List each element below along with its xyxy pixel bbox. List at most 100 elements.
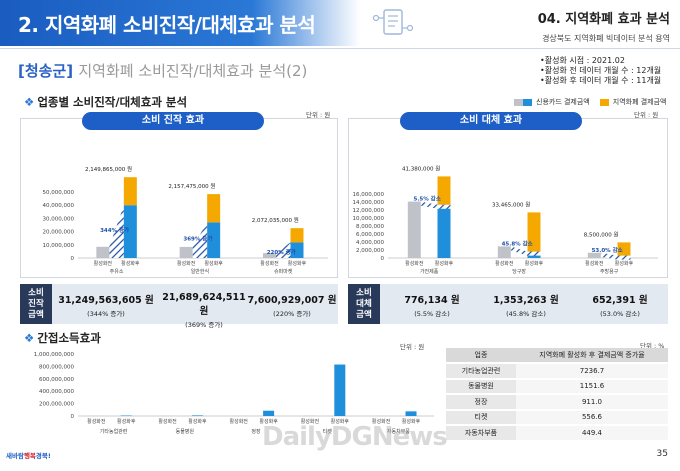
substitution-pill: 소비 대체 효과 bbox=[400, 112, 582, 130]
legend-card-label: 신용카드 결제금액 bbox=[536, 98, 590, 106]
bar-after-card bbox=[437, 204, 451, 258]
bar-after-local bbox=[437, 176, 451, 205]
y-tick-label: 12,000,000 bbox=[353, 208, 385, 214]
meta-item: 활성화 시점 : 2021.02 bbox=[540, 56, 661, 66]
bar-after bbox=[334, 364, 346, 416]
effect-label: 220% 증가 bbox=[267, 248, 296, 256]
effect-hatch bbox=[276, 242, 291, 258]
substitution-summary-box bbox=[348, 284, 668, 324]
bar-label: 활성화후 bbox=[188, 418, 207, 425]
y-tick-label: 4,000,000 bbox=[356, 240, 384, 246]
table-row: 기타농업관련 7236.7 bbox=[446, 363, 668, 380]
y-tick-label: 20,000,000 bbox=[43, 230, 75, 236]
y-tick-label: 16,000,000 bbox=[353, 192, 385, 198]
category-label: 정장 bbox=[251, 428, 261, 435]
bar-after bbox=[405, 411, 417, 416]
table-cell-industry: 자동차부품 bbox=[446, 425, 516, 442]
bar-label: 활성화전 bbox=[87, 418, 106, 425]
header-title-band bbox=[0, 0, 360, 46]
substitution-summary-value: 1,353,263 원 (45.8% 감소) bbox=[493, 295, 559, 318]
indirect-unit: 단위 : 원 bbox=[400, 343, 425, 351]
category-label: 슈퍼마켓 bbox=[274, 268, 293, 275]
bar-before bbox=[179, 246, 193, 258]
boost-summary-value: 7,600,929,007 원 (220% 증가) bbox=[247, 295, 337, 318]
y-tick-label: 0 bbox=[71, 414, 75, 420]
bar-label: 활성화후 bbox=[615, 260, 634, 267]
table-cell-rate: 1151.6 bbox=[516, 378, 668, 395]
summary-label-line: 소비 bbox=[28, 288, 44, 298]
bar-label: 활성화전 bbox=[585, 260, 604, 267]
summary-label-line: 금액 bbox=[28, 310, 44, 320]
boost-pill: 소비 진작 효과 bbox=[82, 112, 264, 130]
y-tick-label: 6,000,000 bbox=[356, 232, 384, 238]
slide-subtitle: [청송군] 지역화폐 소비진작/대체효과 분석(2) bbox=[18, 60, 307, 81]
summary-label-line: 금액 bbox=[356, 310, 372, 320]
y-tick-label: 8,000,000 bbox=[356, 224, 384, 230]
table-cell-industry: 기타농업관련 bbox=[446, 363, 516, 380]
y-tick-label: 40,000,000 bbox=[43, 203, 75, 209]
table-row: 티켓 556.6 bbox=[446, 409, 668, 426]
bar-after-card bbox=[290, 242, 304, 258]
bar-after-card bbox=[123, 205, 137, 258]
legend-swatch-local bbox=[599, 98, 609, 106]
page-title: 2. 지역화폐 소비진작/대체효과 분석 bbox=[18, 13, 316, 37]
meta-notes: 활성화 시점 : 2021.02 활성화 전 데이터 개월 수 : 12개월 활… bbox=[540, 56, 661, 86]
bar-label: 활성화후 bbox=[402, 418, 421, 425]
bar-after-local bbox=[290, 228, 304, 243]
amount-label: 8,500,000 원 bbox=[584, 230, 619, 238]
county-label: [청송군] bbox=[18, 62, 74, 80]
bar-label: 활성화전 bbox=[405, 260, 424, 267]
bar-after-local bbox=[207, 194, 221, 223]
bar-label: 활성화후 bbox=[121, 260, 140, 267]
summary-label-line: 진작 bbox=[28, 299, 44, 309]
boost-summary-label-text: 소비 진작 금액 bbox=[20, 288, 52, 321]
bar-before bbox=[407, 201, 421, 258]
substitution-summary-value: 776,134 원 (5.5% 감소) bbox=[404, 295, 460, 318]
table-cell-industry: 동물병원 bbox=[446, 378, 516, 395]
category-label: 주방용구 bbox=[600, 268, 619, 275]
bar-label: 활성화후 bbox=[288, 260, 307, 267]
bar-label: 활성화후 bbox=[525, 260, 544, 267]
summary-label-line: 소비 bbox=[356, 288, 372, 298]
table-row: 정장 911.0 bbox=[446, 394, 668, 411]
table-cell-rate: 556.6 bbox=[516, 409, 668, 426]
table-unit: 단위 : % bbox=[640, 342, 665, 350]
effect-hatch bbox=[192, 222, 208, 258]
legend-swatch-card bbox=[514, 98, 523, 106]
bar-before bbox=[497, 246, 511, 258]
increase-rate-table: 업종 지역화폐 활성화 후 결제금액 증가율 기타농업관련 7236.7 동물병원 1… bbox=[446, 348, 668, 442]
y-tick-label: 600,000,000 bbox=[39, 377, 74, 383]
y-tick-label: 800,000,000 bbox=[39, 364, 74, 370]
category-label: 주유소 bbox=[110, 269, 124, 275]
bar-after-hatch bbox=[527, 251, 541, 256]
header-divider bbox=[0, 48, 680, 49]
y-tick-label: 200,000,000 bbox=[39, 402, 74, 408]
category-label: 자동차부품 bbox=[387, 428, 410, 435]
y-tick-label: 0 bbox=[71, 256, 75, 262]
substitution-summary-label-text: 소비 대체 금액 bbox=[348, 288, 380, 321]
page-number: 35 bbox=[656, 449, 668, 459]
meta-item: 활성화 전 데이터 개월 수 : 12개월 bbox=[540, 66, 661, 76]
table-cell-industry: 티켓 bbox=[446, 409, 516, 426]
summary-label-line: 대체 bbox=[356, 299, 372, 309]
bar-after-local bbox=[617, 242, 631, 256]
amount-label: 33,465,000 원 bbox=[492, 200, 530, 208]
amount-label: 2,072,035,000 원 bbox=[252, 216, 299, 224]
category-label: 동물병원 bbox=[176, 428, 195, 435]
boost-summary-value: 31,249,563,605 원 (344% 증가) bbox=[58, 295, 154, 318]
bar-label: 활성화전 bbox=[230, 418, 249, 425]
boost-summary-box bbox=[20, 284, 338, 324]
effect-hatch bbox=[510, 246, 528, 256]
bar-label: 활성화전 bbox=[495, 260, 514, 267]
table-cell-rate: 911.0 bbox=[516, 394, 668, 411]
table-header: 지역화폐 활성화 후 결제금액 증가율 bbox=[516, 348, 668, 364]
bar-label: 활성화전 bbox=[158, 418, 177, 425]
effect-hatch bbox=[420, 201, 438, 209]
y-tick-label: 10,000,000 bbox=[353, 216, 385, 222]
subtitle-text: 지역화폐 소비진작/대체효과 분석(2) bbox=[78, 62, 308, 80]
boost-summary-value: 21,689,624,511 원 (369% 증가) bbox=[162, 292, 246, 329]
watermark: DailyDGNews bbox=[262, 422, 448, 452]
bar-before bbox=[587, 252, 601, 258]
category-label: 티켓 bbox=[323, 428, 333, 435]
bar-after-card bbox=[207, 222, 221, 258]
